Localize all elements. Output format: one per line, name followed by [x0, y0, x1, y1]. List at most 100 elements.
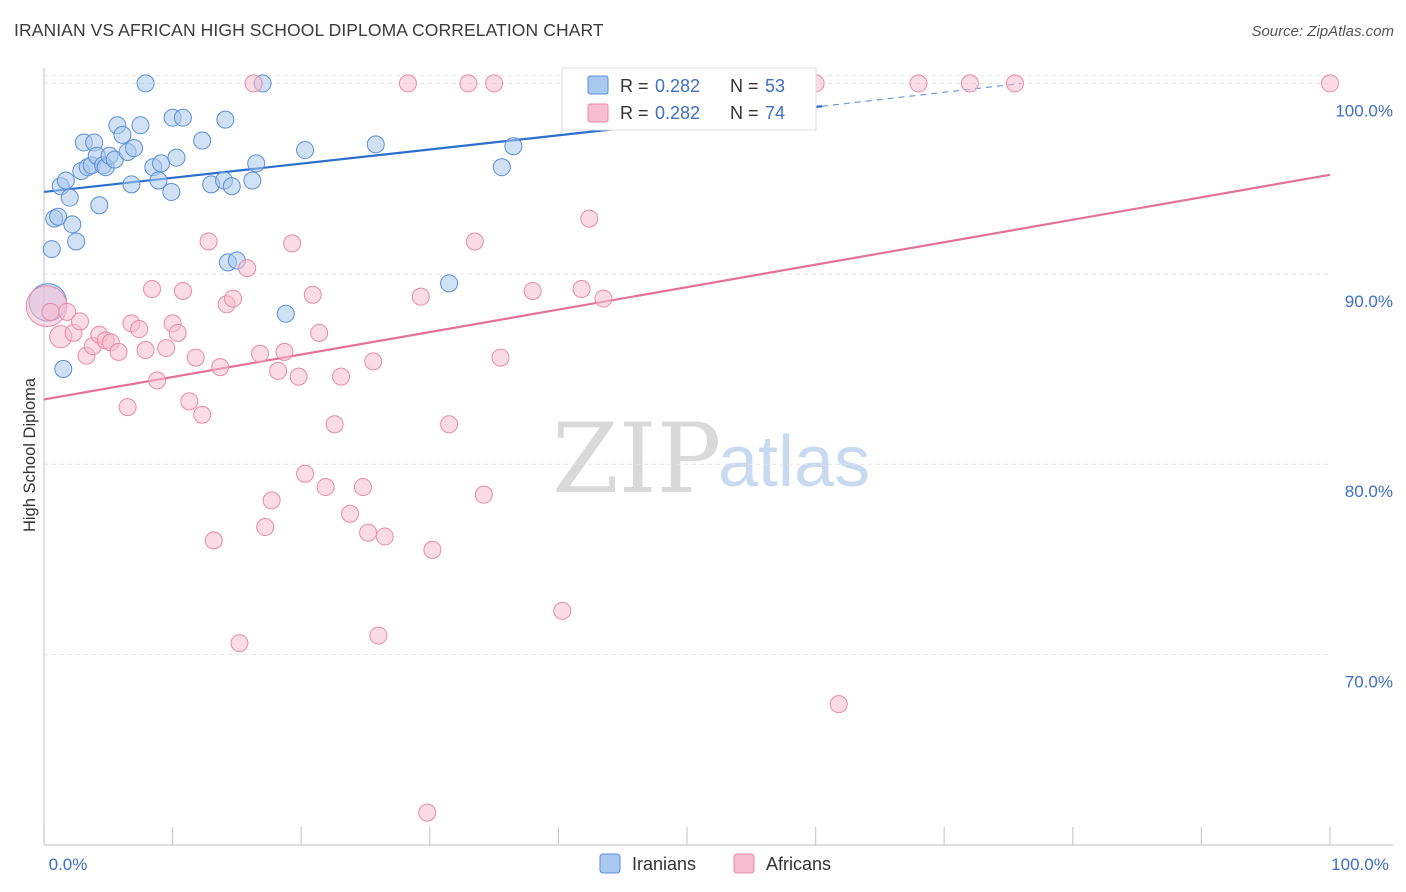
iranian-point — [149, 171, 168, 190]
african-point — [211, 358, 230, 377]
iranian-point — [152, 154, 171, 173]
iranian-point — [247, 154, 266, 173]
source-credit: Source: ZipAtlas.com — [1251, 23, 1394, 40]
iranian-point — [504, 137, 523, 156]
iranian-point — [131, 116, 150, 135]
y-tick-label: 70.0% — [1345, 673, 1393, 692]
african-point — [168, 323, 187, 342]
african-point — [580, 209, 599, 228]
african-point — [238, 259, 257, 278]
african-point — [1321, 74, 1339, 93]
legend-swatch-africans — [587, 103, 609, 123]
bottom-legend-swatch-africans — [733, 853, 755, 874]
african-point — [244, 74, 263, 93]
african-point — [224, 289, 243, 308]
iranian-point — [49, 207, 68, 226]
iranian-point — [125, 139, 144, 158]
african-point — [440, 415, 459, 434]
legend-africans-r-label: R = — [620, 103, 649, 123]
legend-swatch-iranians — [587, 75, 609, 95]
african-point — [369, 626, 388, 645]
african-point — [269, 361, 288, 380]
african-point — [303, 285, 322, 304]
african-point — [130, 320, 149, 339]
african-point — [960, 74, 979, 93]
iranian-point — [42, 240, 61, 259]
y-axis-label: High School Diploma — [21, 377, 39, 532]
african-point — [909, 74, 928, 93]
african-point — [411, 287, 430, 306]
african-point — [251, 344, 270, 363]
iranian-point — [276, 304, 295, 323]
iranian-point — [60, 188, 79, 207]
iranian-point — [113, 125, 132, 144]
tick-labels: 70.0% 80.0% 90.0% 100.0% 0.0% 100.0% — [49, 101, 1393, 874]
iranian-point — [216, 110, 235, 129]
african-point — [491, 348, 510, 367]
african-point — [148, 371, 167, 390]
african-point — [829, 695, 848, 714]
trend-lines — [43, 82, 1331, 401]
iranian-point — [56, 171, 75, 190]
african-point — [359, 523, 378, 542]
african-point — [199, 232, 218, 251]
african-point — [364, 352, 383, 371]
iranian-point — [63, 215, 82, 234]
african-point — [316, 478, 335, 497]
legend-iranians-n-value: 53 — [765, 76, 785, 96]
african-point — [325, 415, 344, 434]
african-point — [485, 74, 504, 93]
y-tick-label: 80.0% — [1345, 482, 1393, 501]
bottom-legend-iranians: Iranians — [632, 854, 696, 874]
iranian-point — [54, 360, 73, 379]
african-point — [204, 531, 223, 550]
african-point — [1005, 74, 1024, 93]
african-point — [157, 339, 176, 358]
african-point — [173, 281, 192, 300]
african-point — [230, 634, 249, 653]
legend-africans-n-label: N = — [730, 103, 759, 123]
iranian-point — [122, 175, 141, 194]
african-point — [275, 342, 294, 361]
legend-iranians-r-label: R = — [620, 76, 649, 96]
african-point — [109, 342, 128, 361]
african-point — [353, 478, 372, 497]
iranian-point — [167, 148, 186, 167]
african-point — [332, 367, 351, 386]
african-point — [143, 280, 162, 299]
iranian-point — [366, 135, 385, 154]
x-tick-label-min: 0.0% — [49, 855, 88, 874]
legend-iranians-n-label: N = — [730, 76, 759, 96]
african-point — [283, 234, 302, 253]
iranian-point — [90, 196, 109, 215]
african-point — [474, 485, 493, 504]
african-point — [341, 504, 360, 523]
iranian-point — [492, 158, 511, 177]
y-tick-label: 100.0% — [1335, 101, 1393, 120]
watermark-atlas: atlas — [718, 422, 870, 502]
african-point — [375, 527, 394, 546]
chart-title: IRANIAN VS AFRICAN HIGH SCHOOL DIPLOMA C… — [14, 20, 604, 40]
african-point — [465, 232, 484, 251]
african-point — [418, 803, 437, 822]
african-point — [180, 392, 199, 411]
axes — [43, 68, 1393, 846]
african-point — [289, 367, 308, 386]
iranian-point — [193, 131, 212, 150]
african-point — [256, 518, 275, 537]
african-point — [398, 74, 417, 93]
y-tick-label: 90.0% — [1345, 292, 1393, 311]
iranian-point — [440, 274, 459, 293]
african-point — [71, 312, 90, 331]
iranian-point — [136, 74, 155, 93]
african-point — [262, 491, 281, 510]
legend-africans-r-value: 0.282 — [655, 103, 700, 123]
african-point — [186, 348, 205, 367]
african-point — [41, 302, 60, 321]
african-point — [459, 74, 478, 93]
african-point — [118, 398, 137, 417]
african-point — [193, 405, 212, 424]
legend-africans-n-value: 74 — [765, 103, 785, 123]
african-point — [310, 323, 329, 342]
